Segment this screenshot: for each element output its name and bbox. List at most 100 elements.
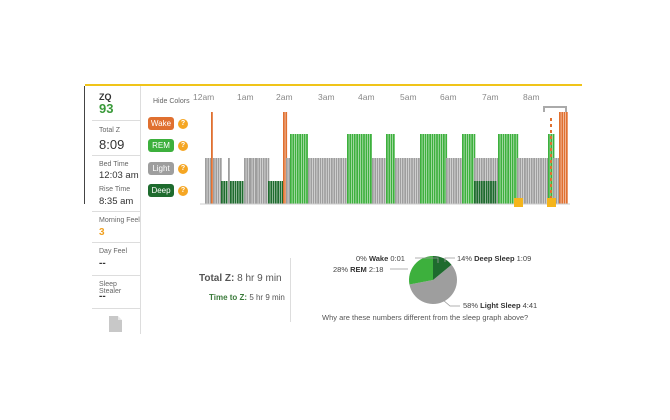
sleep-bar	[464, 134, 466, 204]
sleep-bar	[391, 134, 393, 204]
sleep-bar	[438, 134, 440, 204]
sleep-bar	[566, 112, 568, 204]
sleep-bar	[317, 158, 319, 204]
sleep-bar	[503, 134, 505, 204]
sleep-bar	[400, 158, 402, 204]
sleep-bar	[263, 158, 265, 204]
sleep-bar	[226, 181, 228, 204]
sleep-bar	[476, 181, 478, 204]
sleep-bar	[273, 181, 275, 204]
sleep-bar	[354, 134, 356, 204]
sleep-bar	[553, 158, 555, 204]
sleep-bar	[237, 181, 239, 204]
sleep-bar	[377, 158, 379, 204]
sleep-bar	[411, 158, 413, 204]
sleep-bar	[395, 158, 397, 204]
sleep-bar	[277, 181, 279, 204]
sleep-bar	[343, 158, 345, 204]
sleep-bar	[409, 158, 411, 204]
sleep-bar	[256, 158, 258, 204]
sleep-bar	[413, 158, 415, 204]
summary-time-to-z-label: Time to Z:	[209, 293, 247, 302]
sleep-bar	[540, 158, 542, 204]
sleep-bar	[268, 181, 270, 204]
sleep-bar	[481, 181, 483, 204]
sleep-bar	[526, 158, 528, 204]
sleep-bar	[488, 181, 490, 204]
sleep-bar	[471, 134, 473, 204]
summary-total-z-value: 8 hr 9 min	[237, 273, 281, 284]
summary-total-z-label: Total Z:	[199, 273, 234, 284]
sleep-bar	[490, 181, 492, 204]
pie-label-light: 58% Light Sleep 4:41	[463, 301, 537, 310]
stage-pie-chart	[409, 256, 457, 304]
sleep-bar	[326, 158, 328, 204]
sleep-bar	[529, 158, 531, 204]
sleep-bar	[221, 181, 223, 204]
sleep-bar	[228, 158, 230, 204]
summary-time-to-z-value: 5 hr 9 min	[249, 293, 285, 302]
sleep-bar	[425, 134, 427, 204]
sleep-bar	[548, 134, 550, 204]
sleep-bar	[510, 134, 512, 204]
sleep-bar	[211, 112, 213, 204]
sleep-bar	[561, 112, 563, 204]
end-bracket	[544, 107, 566, 112]
sleep-bar	[467, 134, 469, 204]
sleep-bar	[420, 134, 422, 204]
sleep-bar	[308, 158, 310, 204]
sleep-bar	[250, 158, 252, 204]
sleep-bar	[514, 134, 516, 204]
sleep-bar	[207, 158, 209, 204]
sleep-bar	[213, 158, 215, 204]
sleep-bar	[338, 158, 340, 204]
sleep-bar	[427, 134, 429, 204]
sleep-bar	[349, 134, 351, 204]
sleep-bar	[474, 181, 476, 204]
sleep-bar	[313, 158, 315, 204]
sleep-bar	[205, 158, 207, 204]
sleep-bar	[495, 181, 497, 204]
sleep-bar	[536, 158, 538, 204]
sleep-bar	[469, 134, 471, 204]
sleep-bar	[329, 158, 331, 204]
sleep-bar	[379, 158, 381, 204]
sleep-bar	[479, 181, 481, 204]
sleep-bar	[283, 112, 285, 204]
sleep-bar	[275, 181, 277, 204]
sleep-bar	[555, 158, 557, 204]
sleep-bar	[352, 134, 354, 204]
sleep-bar	[286, 158, 288, 204]
sleep-bar	[235, 181, 237, 204]
sleep-bar	[460, 158, 462, 204]
sleep-bar	[365, 134, 367, 204]
sleep-bar	[418, 158, 420, 204]
sleep-bar	[232, 181, 234, 204]
sleep-bar	[242, 181, 244, 204]
summary-total-z: Total Z: 8 hr 9 min	[199, 273, 282, 284]
sleep-bar	[429, 134, 431, 204]
sleep-bar	[320, 158, 322, 204]
sleep-bar	[361, 134, 363, 204]
sleep-bar	[492, 181, 494, 204]
sleep-bar	[564, 112, 566, 204]
numbers-different-link[interactable]: Why are these numbers different from the…	[322, 313, 528, 322]
sleep-bar	[407, 158, 409, 204]
sleep-bar	[545, 158, 547, 204]
sleep-bar	[422, 134, 424, 204]
sleep-bar	[458, 158, 460, 204]
sleep-bar	[368, 134, 370, 204]
sleep-bar	[258, 158, 260, 204]
sleep-bar	[451, 158, 453, 204]
sleep-bar	[304, 134, 306, 204]
sleep-bar	[517, 158, 519, 204]
sleep-bar	[244, 158, 246, 204]
pie-label-deep: 14% Deep Sleep 1:09	[457, 254, 531, 263]
sleep-bar	[288, 158, 290, 204]
sleep-bar	[270, 181, 272, 204]
pie-label-wake: 0% Wake 0:01	[356, 254, 405, 263]
sleep-bar	[218, 158, 220, 204]
sleep-bar	[246, 158, 248, 204]
sleep-bar	[531, 158, 533, 204]
